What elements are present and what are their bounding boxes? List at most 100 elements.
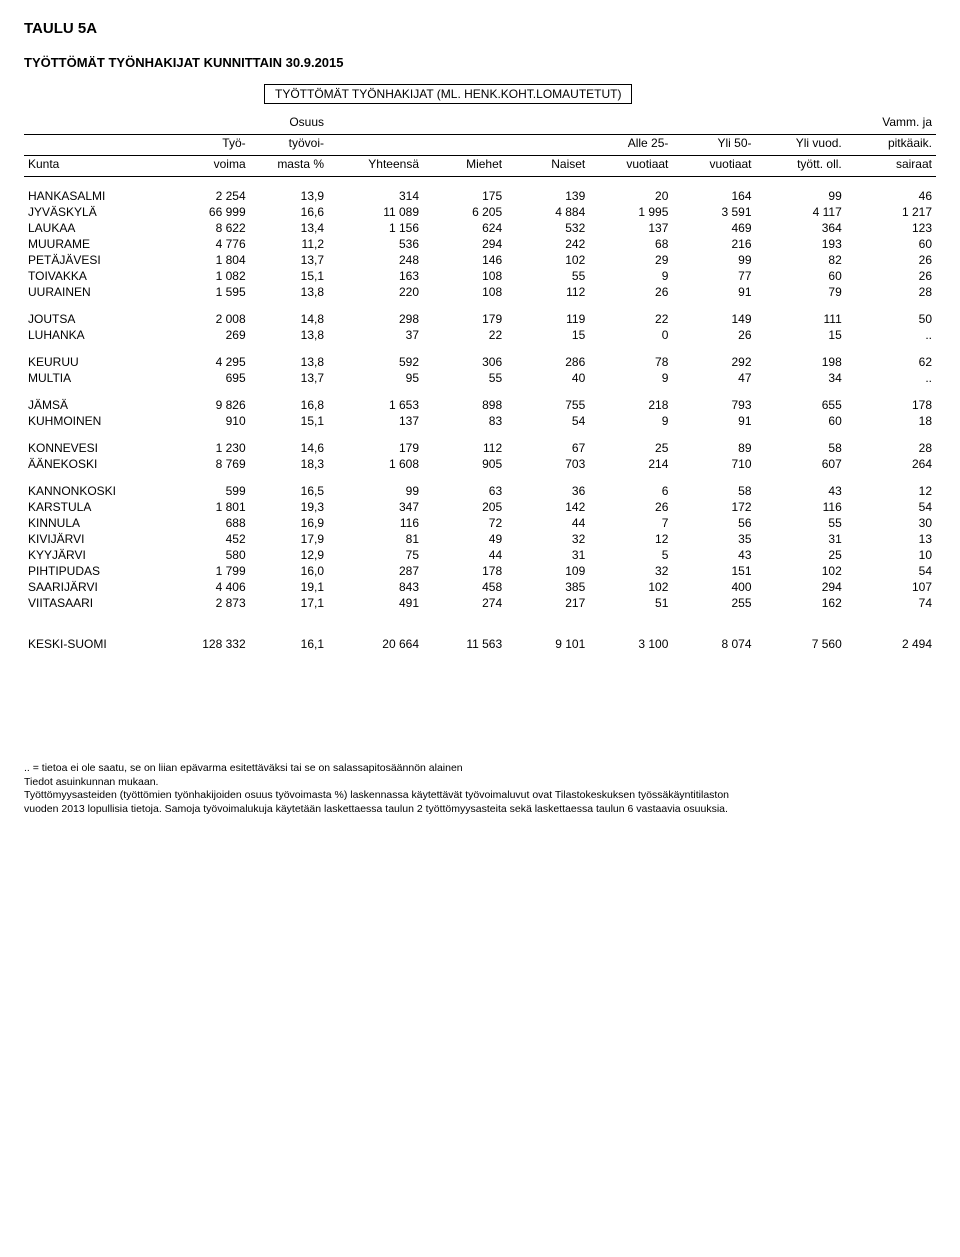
cell-value: 15,1: [250, 268, 328, 284]
cell-value: 99: [756, 177, 846, 205]
cell-value: 4 884: [506, 204, 589, 220]
cell-value: 60: [756, 268, 846, 284]
row-label: KANNONKOSKI: [24, 472, 167, 499]
table-row: KANNONKOSKI59916,59963366584312: [24, 472, 936, 499]
cell-value: 2 873: [167, 595, 250, 611]
table-row: JOUTSA2 00814,82981791192214911150: [24, 300, 936, 327]
cell-value: 4 776: [167, 236, 250, 252]
cell-value: 1 804: [167, 252, 250, 268]
cell-value: 248: [328, 252, 423, 268]
cell-value: 4 295: [167, 343, 250, 370]
cell-value: 31: [506, 547, 589, 563]
row-label: PIHTIPUDAS: [24, 563, 167, 579]
table-row: KUHMOINEN91015,113783549916018: [24, 413, 936, 429]
table-row: KEURUU4 29513,85923062867829219862: [24, 343, 936, 370]
cell-value: 34: [756, 370, 846, 386]
cell-value: 107: [846, 579, 936, 595]
cell-value: 294: [756, 579, 846, 595]
column-header: [24, 114, 167, 135]
cell-value: 695: [167, 370, 250, 386]
cell-value: 22: [423, 327, 506, 343]
column-header: [506, 135, 589, 156]
cell-value: 60: [846, 236, 936, 252]
cell-value: 1 608: [328, 456, 423, 472]
cell-value: 452: [167, 531, 250, 547]
cell-value: 137: [328, 413, 423, 429]
table-row: MUURAME4 77611,25362942426821619360: [24, 236, 936, 252]
cell-value: 102: [589, 579, 672, 595]
cell-value: 81: [328, 531, 423, 547]
cell-value: ..: [846, 370, 936, 386]
cell-value: 172: [672, 499, 755, 515]
table-row: KONNEVESI1 23014,61791126725895828: [24, 429, 936, 456]
cell-value: 55: [506, 268, 589, 284]
cell-value: 91: [672, 284, 755, 300]
cell-value: 50: [846, 300, 936, 327]
column-header: Yli 50-: [672, 135, 755, 156]
cell-value: 1 082: [167, 268, 250, 284]
column-header: [24, 135, 167, 156]
cell-value: 51: [589, 595, 672, 611]
cell-value: 102: [756, 563, 846, 579]
page-title: TYÖTTÖMÄT TYÖNHAKIJAT KUNNITTAIN 30.9.20…: [24, 55, 936, 70]
cell-value: 55: [756, 515, 846, 531]
cell-value: 755: [506, 386, 589, 413]
cell-value: 116: [756, 499, 846, 515]
cell-value: 13,7: [250, 370, 328, 386]
cell-value: 2 494: [846, 611, 936, 652]
cell-value: 11,2: [250, 236, 328, 252]
cell-value: 35: [672, 531, 755, 547]
cell-value: 16,8: [250, 386, 328, 413]
column-header: vuotiaat: [672, 156, 755, 177]
cell-value: 13,8: [250, 327, 328, 343]
cell-value: 13: [846, 531, 936, 547]
cell-value: 8 074: [672, 611, 755, 652]
cell-value: 74: [846, 595, 936, 611]
row-label: KEURUU: [24, 343, 167, 370]
table-body: HANKASALMI2 25413,9314175139201649946JYV…: [24, 177, 936, 653]
column-header: [756, 114, 846, 135]
cell-value: 26: [672, 327, 755, 343]
cell-value: 49: [423, 531, 506, 547]
row-label: HANKASALMI: [24, 177, 167, 205]
column-header: Miehet: [423, 156, 506, 177]
cell-value: 116: [328, 515, 423, 531]
row-label: KINNULA: [24, 515, 167, 531]
cell-value: 624: [423, 220, 506, 236]
cell-value: 164: [672, 177, 755, 205]
table-number: TAULU 5A: [24, 20, 936, 37]
cell-value: 146: [423, 252, 506, 268]
column-header: sairaat: [846, 156, 936, 177]
column-header: työvoi-: [250, 135, 328, 156]
cell-value: 28: [846, 429, 936, 456]
column-header: Työ-: [167, 135, 250, 156]
cell-value: 17,9: [250, 531, 328, 547]
row-label: UURAINEN: [24, 284, 167, 300]
table-row: KIVIJÄRVI45217,981493212353113: [24, 531, 936, 547]
cell-value: 217: [506, 595, 589, 611]
cell-value: 607: [756, 456, 846, 472]
cell-value: 26: [589, 499, 672, 515]
cell-value: 264: [846, 456, 936, 472]
cell-value: 3 591: [672, 204, 755, 220]
table-row: LUHANKA26913,837221502615..: [24, 327, 936, 343]
cell-value: 843: [328, 579, 423, 595]
table-row: KYYJÄRVI58012,97544315432510: [24, 547, 936, 563]
cell-value: 102: [506, 252, 589, 268]
cell-value: 20: [589, 177, 672, 205]
cell-value: 12: [846, 472, 936, 499]
cell-value: 703: [506, 456, 589, 472]
cell-value: 491: [328, 595, 423, 611]
cell-value: 47: [672, 370, 755, 386]
cell-value: 139: [506, 177, 589, 205]
cell-value: 269: [167, 327, 250, 343]
cell-value: 149: [672, 300, 755, 327]
column-header: Vamm. ja: [846, 114, 936, 135]
cell-value: 599: [167, 472, 250, 499]
cell-value: 58: [672, 472, 755, 499]
row-label: KYYJÄRVI: [24, 547, 167, 563]
row-label: PETÄJÄVESI: [24, 252, 167, 268]
footnotes: .. = tietoa ei ole saatu, se on liian ep…: [24, 762, 936, 817]
cell-value: 123: [846, 220, 936, 236]
cell-value: 72: [423, 515, 506, 531]
